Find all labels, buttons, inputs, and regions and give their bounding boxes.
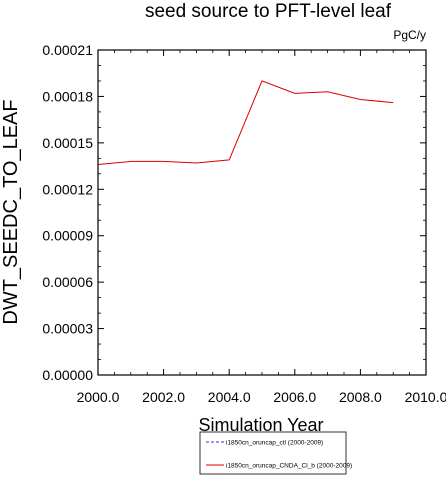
y-tick-label: 0.00012: [42, 181, 93, 197]
axis-ticks: 2000.0 2002.0 2004.0 2006.0 2008.0 2010.0 0.00…: [42, 42, 446, 405]
chart-title: seed source to PFT-level leaf: [145, 1, 392, 22]
y-tick-label: 0.00009: [42, 228, 93, 244]
x-tick-label: 2008.0: [339, 389, 382, 405]
plot-frame: [97, 49, 427, 376]
x-tick-label: 2010.0: [405, 389, 446, 405]
units-label: PgC/y: [393, 28, 426, 42]
x-axis-label: Simulation Year: [198, 415, 323, 435]
series-line-2: [97, 80, 394, 166]
legend: i1850cn_oruncap_ctl (2000-2009) i1850cn_o…: [199, 431, 352, 475]
series-lines: [97, 80, 394, 376]
x-tick-label: 2004.0: [208, 389, 251, 405]
legend-label: i1850cn_oruncap_ctl (2000-2009): [226, 440, 323, 447]
y-tick-label: 0.00003: [42, 321, 93, 337]
x-tick-label: 2002.0: [142, 389, 185, 405]
y-tick-label: 0.00015: [42, 135, 93, 151]
y-tick-label: 0.00000: [42, 367, 93, 383]
y-axis-label: DWT_SEEDC_TO_LEAF: [0, 99, 22, 324]
x-tick-label: 2006.0: [273, 389, 316, 405]
legend-label: i1850cn_oruncap_CNDA_Cl_b (2000-2009): [226, 463, 352, 470]
y-tick-label: 0.00018: [42, 88, 93, 104]
x-tick-label: 2000.0: [77, 389, 120, 405]
y-tick-label: 0.00006: [42, 274, 93, 290]
legend-box: [199, 431, 347, 475]
legend-items: i1850cn_oruncap_ctl (2000-2009) i1850cn_o…: [206, 440, 352, 470]
y-tick-label: 0.00021: [42, 42, 93, 58]
